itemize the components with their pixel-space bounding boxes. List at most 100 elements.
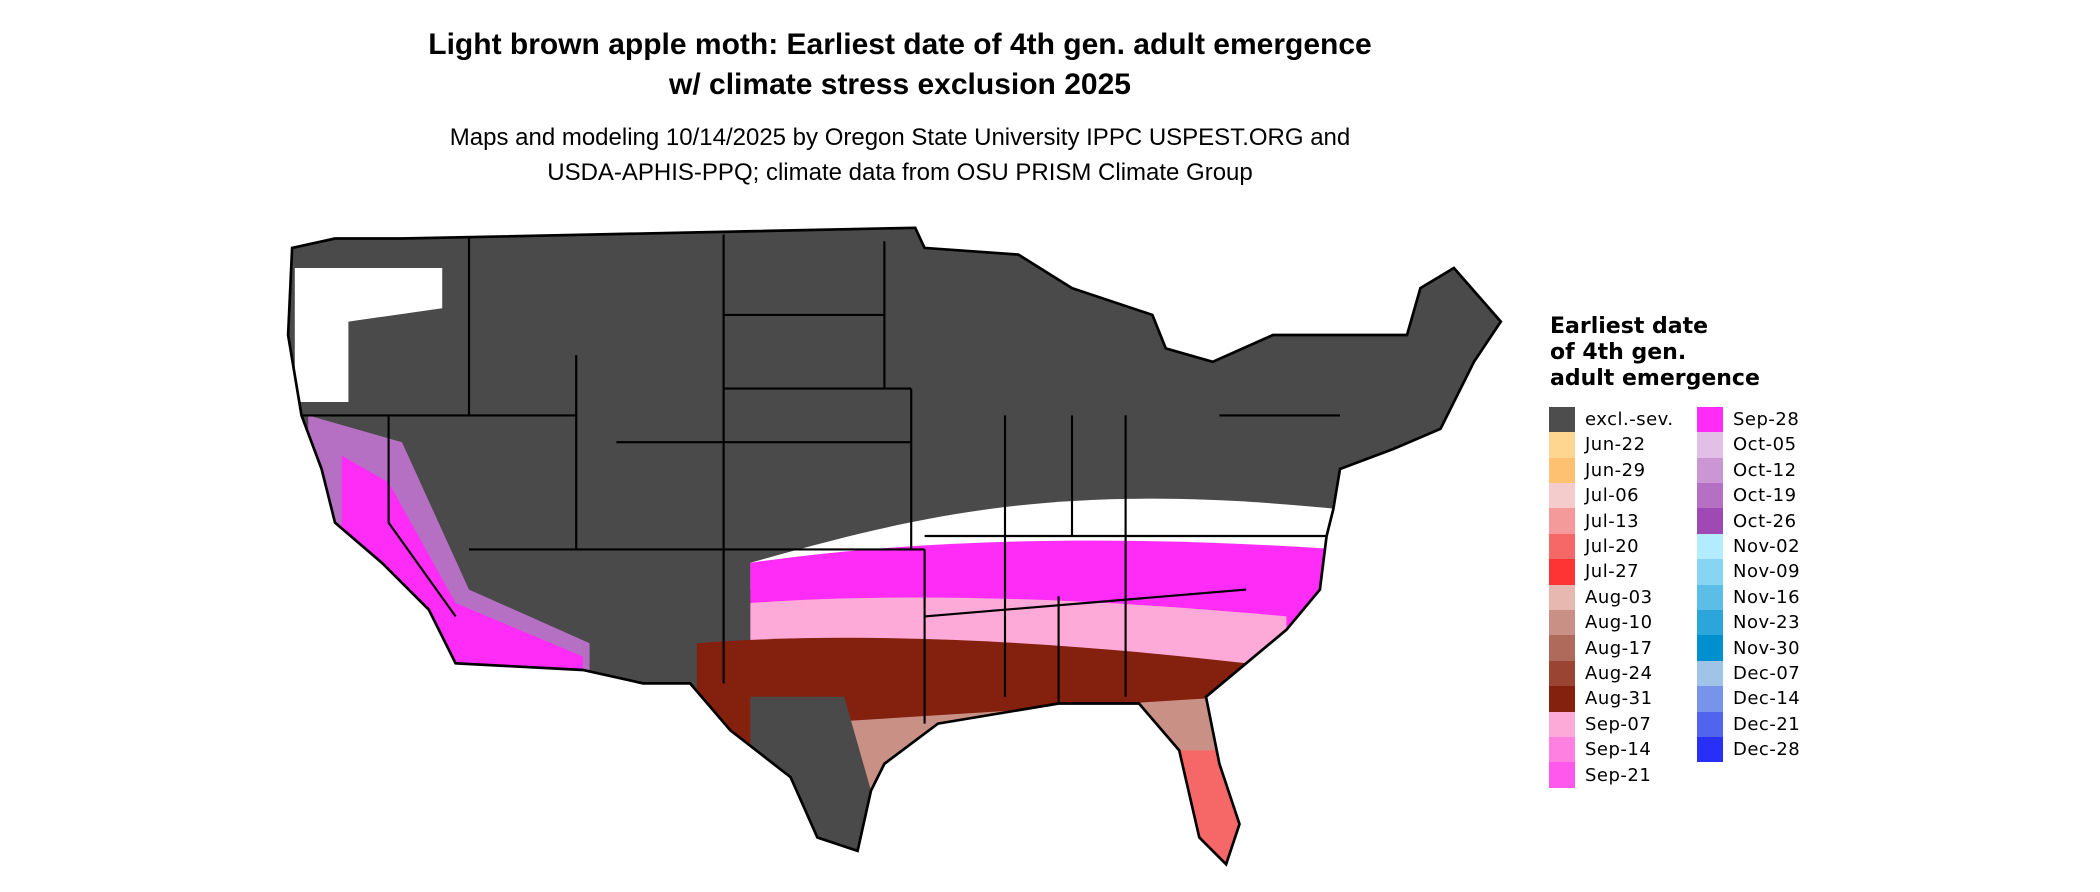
legend-item: Aug-17 xyxy=(1549,635,1653,661)
legend-label: Oct-26 xyxy=(1733,510,1797,532)
gulf-coast-band xyxy=(804,696,1247,865)
legend-label: Sep-28 xyxy=(1733,409,1800,430)
legend-item: Jul-27 xyxy=(1549,559,1640,585)
legend-item: Oct-05 xyxy=(1697,432,1797,458)
legend-item: Aug-03 xyxy=(1549,584,1653,610)
legend-item: Nov-30 xyxy=(1697,635,1801,661)
legend-swatch xyxy=(1549,508,1575,534)
legend-label: Jul-20 xyxy=(1585,536,1640,557)
legend-swatch xyxy=(1549,406,1575,433)
legend-label: Nov-02 xyxy=(1733,536,1801,557)
legend-label: Jun-29 xyxy=(1585,459,1646,481)
legend-label: Dec-21 xyxy=(1733,713,1801,735)
legend-item: Nov-09 xyxy=(1697,559,1801,585)
legend-label: Dec-07 xyxy=(1733,663,1801,684)
legend-item: Oct-12 xyxy=(1697,457,1797,483)
legend-label: Nov-16 xyxy=(1733,586,1801,608)
legend-item: Dec-14 xyxy=(1697,686,1801,712)
legend-swatch xyxy=(1697,533,1723,560)
legend-label: Nov-09 xyxy=(1733,561,1801,583)
legend-swatch xyxy=(1549,559,1575,585)
legend-label: Aug-10 xyxy=(1585,612,1653,634)
legend-swatch xyxy=(1549,686,1575,712)
legend-item: Dec-28 xyxy=(1697,737,1801,763)
legend-item: Jul-20 xyxy=(1549,533,1640,560)
legend-item: Oct-19 xyxy=(1697,483,1797,509)
legend-label: Oct-19 xyxy=(1733,485,1797,507)
legend-swatch xyxy=(1697,737,1723,763)
legend-swatch xyxy=(1697,635,1723,661)
legend-swatch xyxy=(1549,610,1575,636)
legend-swatch xyxy=(1549,584,1575,610)
legend-label: Nov-23 xyxy=(1733,612,1801,634)
legend-swatch xyxy=(1697,483,1723,509)
state-borders xyxy=(301,234,1341,724)
legend-swatch xyxy=(1697,610,1723,636)
legend-label: Sep-07 xyxy=(1585,713,1652,735)
legend-item: Sep-28 xyxy=(1697,406,1800,433)
legend-item: Nov-23 xyxy=(1697,610,1801,636)
map-title-line1: Light brown apple moth: Earliest date of… xyxy=(428,28,1372,61)
pacific-nw-band xyxy=(294,268,443,402)
legend-title-line: Earliest date xyxy=(1550,314,1709,339)
legend-swatch xyxy=(1697,559,1723,585)
legend-title-line: adult emergence xyxy=(1550,366,1760,391)
legend-swatch xyxy=(1697,711,1723,737)
legend-title: Earliest date of 4th gen. adult emergenc… xyxy=(1550,314,1760,392)
legend-label: Sep-14 xyxy=(1585,739,1652,761)
legend-item: Dec-21 xyxy=(1697,711,1801,737)
map-subtitle-line2: USDA-APHIS-PPQ; climate data from OSU PR… xyxy=(547,159,1253,186)
legend-label: excl.-sev. xyxy=(1585,409,1674,430)
legend-label: Oct-12 xyxy=(1733,459,1797,481)
legend-swatch xyxy=(1549,457,1575,483)
legend-item: Jun-29 xyxy=(1549,457,1646,483)
legend-item: Aug-24 xyxy=(1549,660,1653,687)
legend-label: Dec-28 xyxy=(1733,739,1801,761)
legend-item: Dec-07 xyxy=(1697,660,1801,687)
legend-label: Aug-17 xyxy=(1585,637,1653,659)
legend-item: Sep-14 xyxy=(1549,737,1652,763)
legend-label: Jul-06 xyxy=(1585,485,1640,507)
legend-swatch xyxy=(1697,686,1723,712)
legend-item: Aug-31 xyxy=(1549,686,1653,712)
legend-swatch xyxy=(1697,432,1723,458)
legend-item: Jul-13 xyxy=(1549,508,1640,534)
legend-item: Nov-16 xyxy=(1697,584,1801,610)
legend-label: Aug-24 xyxy=(1585,663,1653,684)
legend-item: Aug-10 xyxy=(1549,610,1653,636)
legend-swatch xyxy=(1549,533,1575,560)
legend-label: Sep-21 xyxy=(1585,764,1652,786)
legend-swatch xyxy=(1549,483,1575,509)
us-outline xyxy=(286,226,1503,867)
legend-swatch xyxy=(1697,406,1723,433)
legend-item: Oct-26 xyxy=(1697,508,1797,534)
legend-label: Jul-27 xyxy=(1585,561,1640,583)
legend-swatch xyxy=(1549,737,1575,763)
legend-item: Nov-02 xyxy=(1697,533,1801,560)
legend-label: Dec-14 xyxy=(1733,688,1801,710)
legend-label: Jun-22 xyxy=(1585,434,1646,456)
legend-item: excl.-sev. xyxy=(1549,406,1674,433)
legend-label: Aug-31 xyxy=(1585,688,1653,710)
legend-title-line: of 4th gen. xyxy=(1550,340,1687,365)
legend-item: Jul-06 xyxy=(1549,483,1640,509)
map-subtitle-line1: Maps and modeling 10/14/2025 by Oregon S… xyxy=(449,124,1351,151)
legend-swatch xyxy=(1697,660,1723,687)
legend-item: Sep-21 xyxy=(1549,762,1652,788)
legend-item: Jun-22 xyxy=(1549,432,1646,458)
legend-label: Jul-13 xyxy=(1585,510,1640,532)
map-title-line2: w/ climate stress exclusion 2025 xyxy=(669,68,1131,101)
legend-item: Sep-07 xyxy=(1549,711,1652,737)
legend-swatch xyxy=(1549,762,1575,788)
legend-label: Aug-03 xyxy=(1585,586,1653,608)
legend-swatch xyxy=(1549,432,1575,458)
legend-swatch xyxy=(1697,508,1723,534)
legend-label: Oct-05 xyxy=(1733,434,1797,456)
legend-swatch xyxy=(1549,660,1575,687)
legend-label: Nov-30 xyxy=(1733,637,1801,659)
legend-swatch xyxy=(1549,635,1575,661)
legend-swatch xyxy=(1697,457,1723,483)
legend-swatch xyxy=(1549,711,1575,737)
legend-swatch xyxy=(1697,584,1723,610)
